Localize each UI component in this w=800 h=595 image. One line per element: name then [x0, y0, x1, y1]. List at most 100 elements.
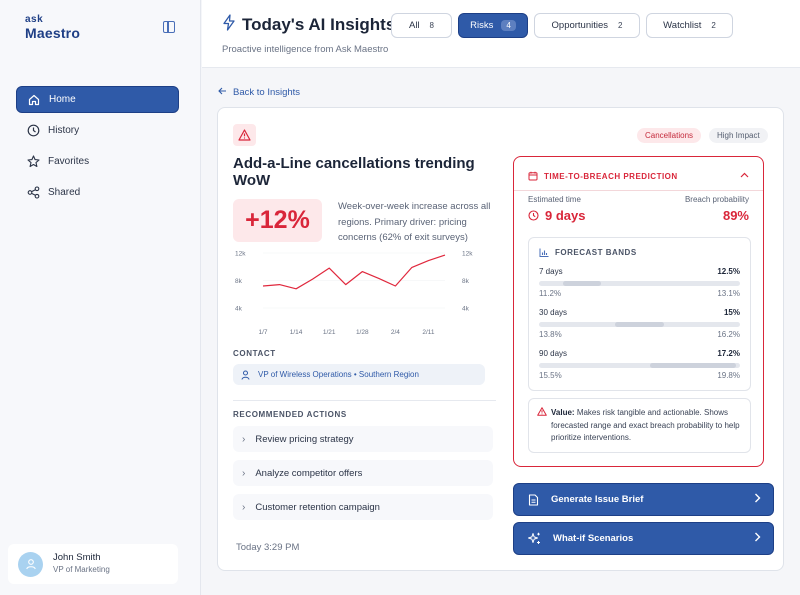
chevron-right-icon: [754, 532, 761, 542]
forecast-bands-header: FORECAST BANDS: [539, 248, 637, 257]
band-range-bar: [539, 363, 740, 368]
tab-risks[interactable]: Risks 4: [458, 13, 528, 38]
warning-icon: [233, 124, 256, 146]
actions-label: RECOMMENDED ACTIONS: [233, 410, 347, 419]
bar-chart-icon: [539, 248, 549, 257]
band-low: 15.5%: [539, 371, 562, 380]
sidebar-toggle-icon[interactable]: [163, 21, 175, 33]
band-name: 7 days: [539, 267, 563, 276]
value-note: Value: Makes risk tangible and actionabl…: [528, 398, 751, 453]
band-value: 15%: [723, 308, 740, 317]
tab-count: 2: [618, 21, 623, 30]
header: Today's AI Insights Proactive intelligen…: [202, 0, 800, 68]
tab-watchlist[interactable]: Watchlist 2: [646, 13, 733, 38]
sidebar-item-label: History: [48, 125, 80, 136]
arrow-left-icon: [218, 87, 227, 98]
tab-all[interactable]: All 8: [391, 13, 452, 38]
clock-icon: [528, 210, 539, 221]
sidebar-nav: Home History Favorites Shared: [16, 86, 179, 210]
prediction-panel: TIME-TO-BREACH PREDICTION Estimated time…: [513, 156, 764, 467]
y-tick-label-left: 8k: [235, 278, 243, 285]
band-low: 11.2%: [539, 289, 562, 298]
tab-label: Risks: [470, 20, 494, 31]
contact-text: VP of Wireless Operations • Southern Reg…: [258, 370, 419, 379]
category-badge: Cancellations: [637, 128, 702, 143]
action-item[interactable]: › Analyze competitor offers: [233, 460, 493, 486]
divider: [233, 400, 496, 401]
y-tick-label-left: 12k: [235, 251, 246, 258]
sidebar-item-favorites[interactable]: Favorites: [16, 148, 179, 175]
forecast-bands: FORECAST BANDS 7 days 12.5% 11.2% 13.1% …: [528, 237, 751, 391]
y-tick-label-right: 8k: [462, 278, 470, 285]
x-tick-label: 1/7: [258, 329, 267, 336]
logo[interactable]: ask Maestro: [25, 14, 80, 42]
value-note-text: Makes risk tangible and actionable. Show…: [551, 408, 740, 442]
action-label: Customer retention campaign: [255, 501, 380, 513]
forecast-band: 90 days 17.2% 15.5% 19.8%: [539, 349, 740, 387]
tab-opportunities[interactable]: Opportunities 2: [534, 13, 640, 38]
sidebar-item-shared[interactable]: Shared: [16, 179, 179, 206]
band-name: 30 days: [539, 308, 568, 317]
insight-card: Cancellations High Impact Add-a-Line can…: [217, 107, 784, 571]
calendar-icon: [528, 171, 538, 181]
user-name: John Smith: [53, 552, 101, 563]
sidebar-item-label: Shared: [48, 187, 81, 198]
share-icon: [26, 186, 40, 200]
trend-chart: 12k 12k 8k 8k 4k 4k 1/7 1/14 1/21 1/28 2/4 2/11: [235, 251, 473, 337]
tab-label: All: [408, 20, 420, 31]
sidebar-item-label: Favorites: [48, 156, 90, 167]
band-value: 17.2%: [717, 349, 740, 358]
action-label: Review pricing strategy: [255, 433, 354, 445]
generate-brief-label: Generate Issue Brief: [551, 494, 644, 505]
prediction-header: TIME-TO-BREACH PREDICTION: [528, 171, 678, 181]
band-range-fill: [615, 322, 664, 327]
what-if-label: What-if Scenarios: [553, 533, 634, 544]
action-label: Analyze competitor offers: [255, 467, 363, 479]
back-link[interactable]: Back to Insights: [218, 87, 300, 98]
x-tick-label: 2/11: [422, 329, 435, 336]
action-item[interactable]: › Review pricing strategy: [233, 426, 493, 452]
contact-pill[interactable]: VP of Wireless Operations • Southern Reg…: [233, 364, 485, 385]
avatar: [18, 551, 43, 577]
sidebar: ask Maestro Home History Favorites: [0, 0, 201, 595]
user-role: VP of Marketing: [53, 565, 110, 574]
prediction-title: TIME-TO-BREACH PREDICTION: [544, 171, 678, 181]
band-range-fill: [649, 363, 736, 368]
impact-badge: High Impact: [709, 128, 768, 143]
what-if-button[interactable]: What-if Scenarios: [513, 522, 774, 555]
band-range-bar: [539, 281, 740, 286]
band-high: 16.2%: [717, 330, 740, 339]
forecast-band: 30 days 15% 13.8% 16.2%: [539, 308, 740, 346]
lightning-icon: [222, 14, 236, 36]
tab-label: Watchlist: [663, 20, 702, 31]
estimated-time-label: Estimated time: [528, 195, 581, 204]
sidebar-item-home[interactable]: Home: [16, 86, 179, 113]
logo-ask: ask: [25, 14, 44, 25]
band-range-fill: [563, 281, 602, 286]
band-range-bar: [539, 322, 740, 327]
sidebar-item-history[interactable]: History: [16, 117, 179, 144]
document-icon: [528, 493, 539, 506]
change-metric: +12%: [233, 199, 322, 242]
tab-count: 2: [711, 21, 716, 30]
chevron-right-icon: ›: [242, 433, 246, 445]
y-tick-label-right: 12k: [462, 251, 473, 258]
estimated-time: 9 days: [528, 208, 585, 223]
forecast-band: 7 days 12.5% 11.2% 13.1%: [539, 267, 740, 305]
action-item[interactable]: › Customer retention campaign: [233, 494, 493, 520]
tab-label: Opportunities: [551, 20, 609, 31]
generate-brief-button[interactable]: Generate Issue Brief: [513, 483, 774, 516]
forecast-bands-title: FORECAST BANDS: [555, 248, 637, 257]
chevron-up-icon[interactable]: [740, 170, 749, 180]
user-card[interactable]: John Smith VP of Marketing: [8, 544, 178, 584]
warning-icon: [537, 407, 547, 416]
user-icon: [241, 370, 250, 380]
band-name: 90 days: [539, 349, 568, 358]
x-tick-label: 2/4: [391, 329, 400, 336]
home-icon: [27, 93, 41, 107]
divider: [514, 190, 763, 191]
page-title: Today's AI Insights: [242, 15, 396, 34]
band-high: 19.8%: [717, 371, 740, 380]
insight-headline: Add-a-Line cancellations trending WoW: [233, 155, 475, 189]
band-high: 13.1%: [717, 289, 740, 298]
